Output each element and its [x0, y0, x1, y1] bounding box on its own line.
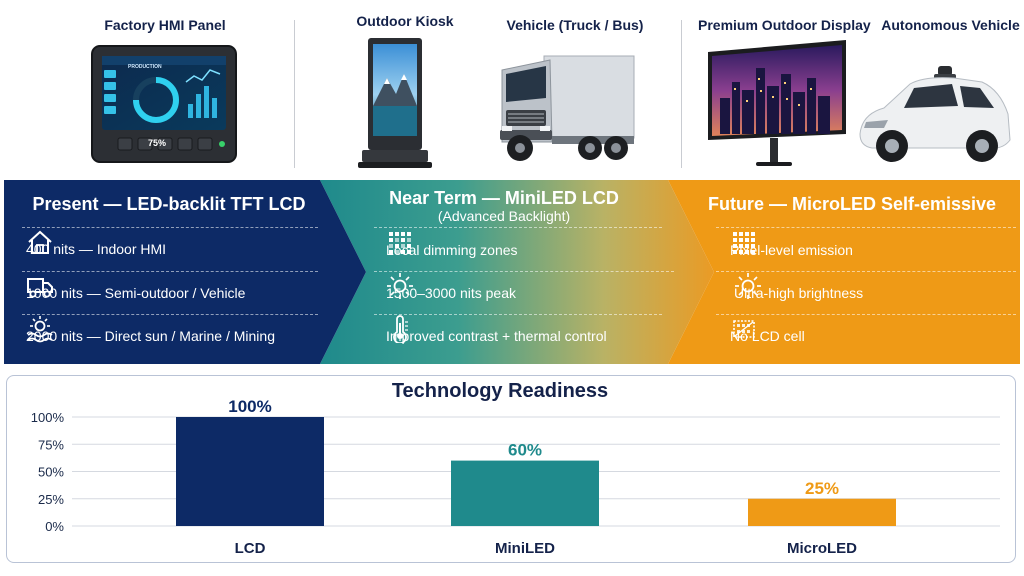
bar-microled — [748, 498, 896, 526]
y-tick-label: 50% — [38, 465, 64, 480]
premium-display-image — [706, 38, 848, 168]
truck-image — [494, 50, 640, 168]
sun-icon — [387, 273, 413, 299]
chart-title: Technology Readiness — [391, 380, 609, 402]
dimming-grid-icon — [389, 232, 411, 254]
device-label-autonomous-vehicle: Autonomous Vehicle — [881, 17, 1020, 33]
bar-value-label: 100% — [228, 400, 271, 416]
divider — [374, 271, 674, 272]
phase-title-future: Future — MicroLED Self-emissive — [707, 194, 997, 214]
divider — [22, 271, 318, 272]
phase-item: Improved contrast + thermal control — [386, 315, 607, 357]
phase-item: Local dimming zones — [386, 229, 518, 271]
house-icon — [28, 230, 52, 254]
hmi-screen-title: PRODUCTION — [128, 64, 162, 70]
phase-item: 1000 nits — Semi-outdoor / Vehicle — [26, 272, 245, 314]
no-lcd-cell-icon — [733, 320, 755, 338]
autonomous-vehicle-image — [854, 62, 1014, 170]
divider — [716, 271, 1016, 272]
y-tick-label: 100% — [31, 410, 65, 425]
device-label-premium-display: Premium Outdoor Display — [698, 17, 871, 33]
phase-item: 2000 nits — Direct sun / Marine / Mining — [26, 315, 275, 357]
sun-over-water-icon — [27, 316, 53, 343]
phase-title-present: Present — LED-backlit TFT LCD — [32, 194, 306, 214]
divider — [716, 314, 1016, 315]
divider — [22, 227, 318, 228]
x-tick-label: MicroLED — [787, 540, 857, 557]
phase-item: Pixel-level emission — [730, 229, 853, 271]
readiness-bar-chart: 0% 25% 50% 75% 100% 100% LCD 60% MiniLED 25% Micro… — [31, 400, 1000, 557]
phase-item-text: Improved contrast + thermal control — [386, 328, 607, 344]
y-tick-label: 0% — [45, 519, 64, 534]
phase-item: 400 nits — Indoor HMI — [26, 228, 166, 270]
outdoor-kiosk-image — [354, 36, 434, 170]
phase-subtitle-near-term: (Advanced Backlight) — [437, 208, 571, 224]
phase-item: No LCD cell — [730, 315, 805, 357]
phase-item: 1500–3000 nits peak — [386, 272, 516, 314]
device-label-kiosk: Outdoor Kiosk — [356, 13, 454, 29]
divider — [22, 314, 318, 315]
divider — [294, 20, 295, 168]
sun-icon — [735, 273, 761, 299]
hmi-gauge-value: 75% — [147, 138, 166, 148]
bar-lcd — [176, 417, 324, 526]
device-label-vehicle: Vehicle (Truck / Bus) — [506, 17, 644, 33]
phase-item: Ultra-high brightness — [734, 272, 863, 314]
phase-title-near-term: Near Term — MiniLED LCD — [389, 188, 619, 208]
bar-value-label: 25% — [805, 479, 839, 498]
divider — [716, 227, 1016, 228]
divider — [374, 314, 662, 315]
divider — [681, 20, 682, 168]
bar-miniled — [451, 460, 599, 526]
phase-item-text: Pixel-level emission — [730, 242, 853, 258]
phase-band-background — [4, 180, 1020, 364]
phase-roadmap: Present — LED-backlit TFT LCD 400 nits —… — [4, 180, 1020, 364]
y-tick-label: 75% — [38, 437, 64, 452]
x-tick-label: MiniLED — [495, 540, 555, 557]
y-tick-label: 25% — [38, 492, 64, 507]
phase-item-text: 400 nits — Indoor HMI — [26, 241, 167, 257]
pixel-grid-icon — [733, 232, 755, 254]
truck-icon — [27, 278, 53, 298]
phase-item-text: Local dimming zones — [386, 242, 518, 258]
divider — [374, 227, 662, 228]
phase-item-text: Ultra-high brightness — [734, 285, 864, 301]
thermometer-icon — [393, 315, 408, 343]
device-label-hmi: Factory HMI Panel — [104, 17, 226, 33]
phase-item-text: 1000 nits — Semi-outdoor / Vehicle — [26, 285, 246, 301]
device-row: Factory HMI Panel Outdoor Kiosk Vehicle … — [0, 0, 1024, 187]
bar-value-label: 60% — [508, 441, 542, 460]
phase-item-text: 2000 nits — Direct sun / Marine / Mining — [26, 328, 275, 344]
x-tick-label: LCD — [235, 540, 266, 557]
hmi-panel-image: PRODUCTION 75% F1 F2 F3 F4 F5 — [90, 42, 238, 187]
phase-item-text: 1500–3000 nits peak — [386, 285, 516, 301]
